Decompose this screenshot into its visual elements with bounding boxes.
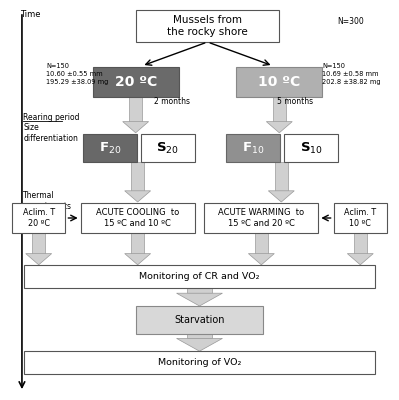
- FancyBboxPatch shape: [334, 203, 387, 233]
- Bar: [131, 162, 144, 191]
- Text: F$_{10}$: F$_{10}$: [242, 140, 265, 156]
- Polygon shape: [124, 191, 150, 202]
- Text: Time: Time: [20, 10, 40, 19]
- Polygon shape: [248, 254, 275, 265]
- Polygon shape: [176, 338, 223, 351]
- Bar: [32, 233, 45, 254]
- Text: S$_{20}$: S$_{20}$: [156, 140, 179, 156]
- FancyBboxPatch shape: [83, 134, 136, 162]
- Text: Starvation: Starvation: [174, 315, 225, 325]
- Polygon shape: [26, 254, 52, 265]
- FancyBboxPatch shape: [93, 67, 179, 97]
- Polygon shape: [176, 293, 223, 306]
- Text: S$_{10}$: S$_{10}$: [300, 140, 323, 156]
- Text: Rearing period: Rearing period: [23, 114, 80, 122]
- Text: Aclim. T
20 ºC: Aclim. T 20 ºC: [23, 208, 55, 228]
- Text: ACUTE COOLING  to
15 ºC and 10 ºC: ACUTE COOLING to 15 ºC and 10 ºC: [96, 208, 179, 228]
- FancyBboxPatch shape: [227, 134, 280, 162]
- Bar: [354, 233, 367, 254]
- FancyBboxPatch shape: [236, 67, 322, 97]
- Text: Aclim. T
10 ºC: Aclim. T 10 ºC: [344, 208, 376, 228]
- Bar: [186, 334, 212, 338]
- Polygon shape: [123, 122, 149, 133]
- Text: 10 ºC: 10 ºC: [258, 75, 300, 89]
- Polygon shape: [124, 254, 150, 265]
- Text: N=150
10.69 ±0.58 mm
202.8 ±38.82 mg: N=150 10.69 ±0.58 mm 202.8 ±38.82 mg: [322, 63, 381, 85]
- Polygon shape: [266, 122, 292, 133]
- FancyBboxPatch shape: [205, 203, 318, 233]
- FancyBboxPatch shape: [81, 203, 194, 233]
- FancyBboxPatch shape: [136, 306, 263, 334]
- FancyBboxPatch shape: [24, 351, 375, 374]
- Polygon shape: [268, 191, 294, 202]
- Text: 5 months: 5 months: [277, 98, 314, 106]
- Text: N=300: N=300: [337, 18, 364, 26]
- FancyBboxPatch shape: [24, 265, 375, 288]
- Bar: [275, 162, 288, 191]
- Bar: [131, 233, 144, 254]
- Text: Monitoring of CR and VO₂: Monitoring of CR and VO₂: [139, 272, 260, 281]
- Text: 2 months: 2 months: [154, 98, 190, 106]
- Text: Thermal
experiments: Thermal experiments: [23, 191, 71, 211]
- Text: N=150
10.60 ±0.55 mm
195.29 ±38.09 mg: N=150 10.60 ±0.55 mm 195.29 ±38.09 mg: [46, 63, 108, 85]
- Text: Mussels from
the rocky shore: Mussels from the rocky shore: [167, 15, 248, 37]
- Bar: [273, 97, 286, 122]
- FancyBboxPatch shape: [284, 134, 338, 162]
- FancyBboxPatch shape: [12, 203, 65, 233]
- Text: Size
differentiation: Size differentiation: [23, 123, 78, 143]
- Text: Monitoring of VO₂: Monitoring of VO₂: [158, 358, 241, 367]
- Bar: [129, 97, 142, 122]
- Bar: [255, 233, 268, 254]
- Text: 20 ºC: 20 ºC: [115, 75, 157, 89]
- Polygon shape: [347, 254, 373, 265]
- FancyBboxPatch shape: [136, 10, 279, 42]
- Text: ACUTE WARMING  to
15 ºC and 20 ºC: ACUTE WARMING to 15 ºC and 20 ºC: [218, 208, 304, 228]
- FancyBboxPatch shape: [140, 134, 194, 162]
- Bar: [186, 288, 212, 293]
- Text: F$_{20}$: F$_{20}$: [99, 140, 121, 156]
